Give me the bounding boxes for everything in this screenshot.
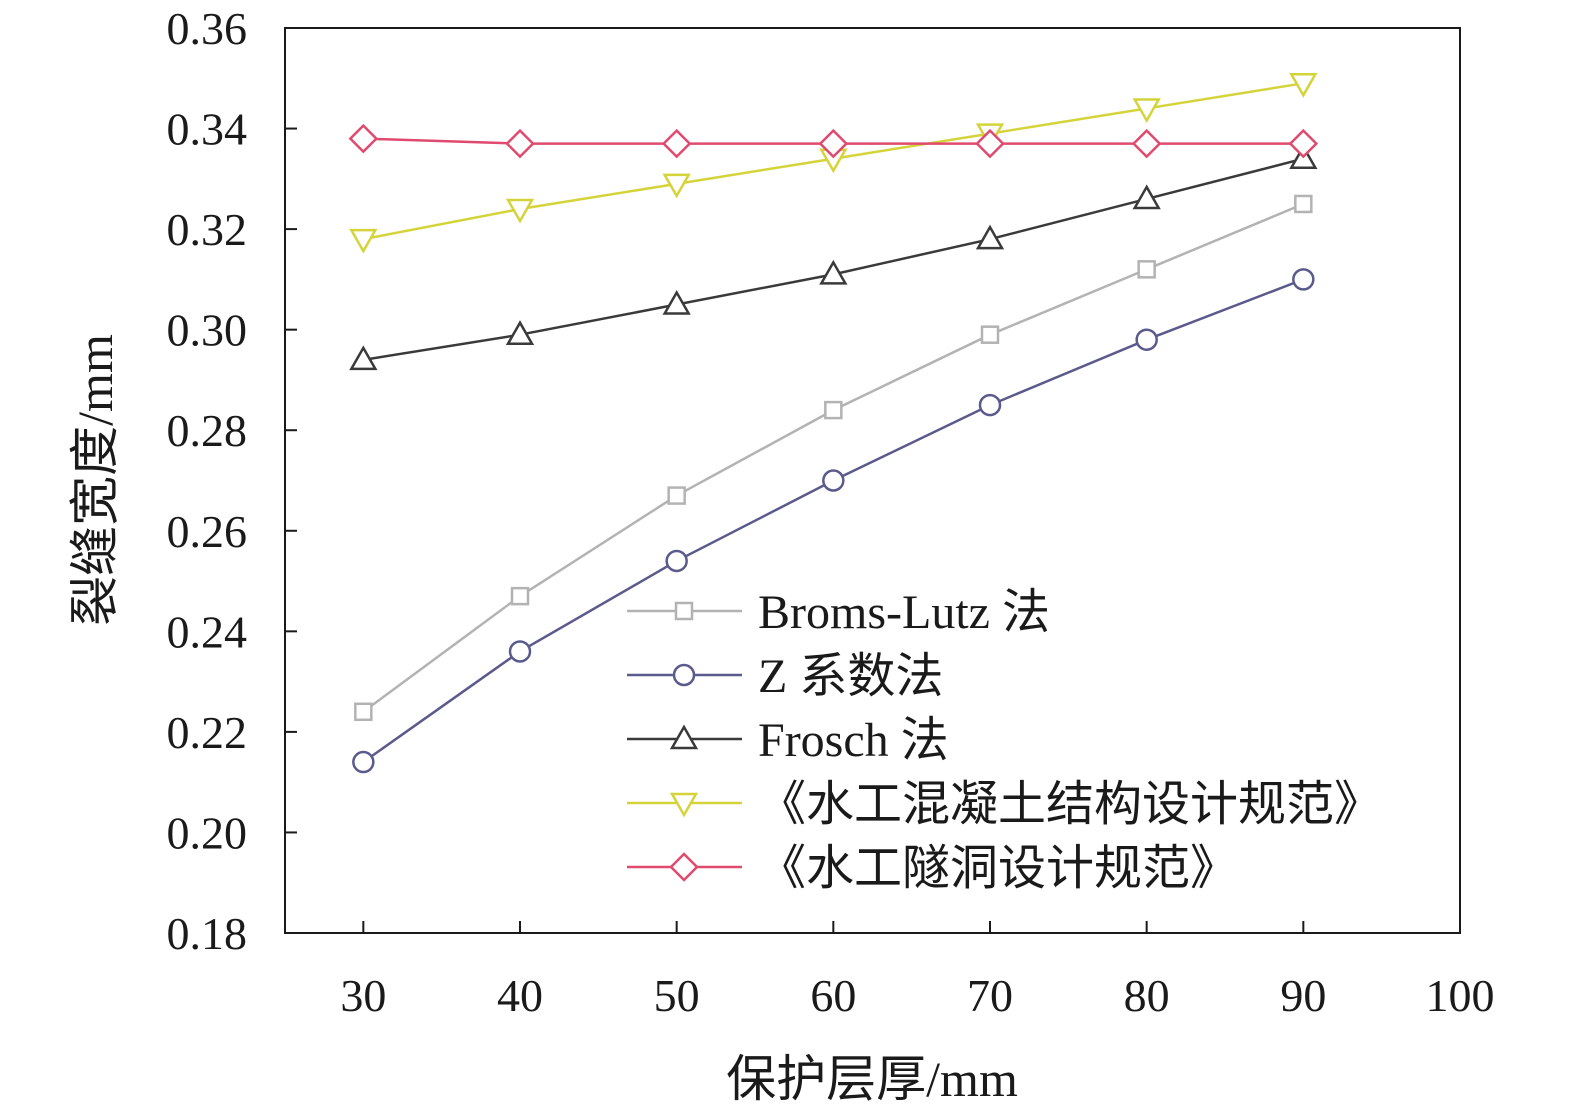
x-tick-label: 50: [654, 970, 700, 1021]
data-point: [824, 400, 843, 420]
series-line: [363, 157, 1304, 362]
legend-item: 《水工隧洞设计规范》: [627, 842, 1238, 895]
legend-marker: [669, 792, 699, 818]
legend-item: Broms-Lutz 法: [627, 586, 1050, 639]
legend-label: 《水工混凝土结构设计规范》: [758, 778, 1382, 831]
legend: Broms-Lutz 法 Z 系数法 Frosch 法《水工混凝土结构设计规范》《水…: [627, 586, 1382, 895]
series-2: [349, 144, 1318, 371]
data-point: [661, 128, 692, 159]
legend-label: Z 系数法: [758, 650, 943, 703]
data-point: [980, 325, 1000, 344]
data-point: [978, 393, 1002, 417]
y-axis-title: 裂缝宽度/mm: [67, 334, 123, 626]
legend-item: Z 系数法: [627, 650, 943, 703]
data-point: [508, 640, 532, 663]
data-point: [505, 128, 535, 159]
data-point: [975, 128, 1005, 159]
legend-item: 《水工混凝土结构设计规范》: [627, 778, 1382, 831]
data-point: [349, 228, 378, 254]
data-point: [1288, 128, 1319, 159]
y-tick-label: 0.36: [167, 3, 248, 54]
x-tick-label: 40: [497, 970, 543, 1021]
data-point: [665, 549, 688, 573]
data-point: [349, 345, 378, 371]
y-tick-label: 0.20: [167, 807, 248, 858]
plot-frame: [284, 27, 1461, 934]
x-tick-label: 90: [1280, 970, 1326, 1021]
data-point: [1137, 260, 1156, 279]
series-1: [352, 268, 1315, 774]
x-tick-label: 30: [340, 970, 386, 1021]
y-tick-label: 0.26: [167, 506, 248, 557]
x-tick-label: 100: [1426, 970, 1495, 1021]
legend-label: 《水工隧洞设计规范》: [758, 842, 1238, 895]
y-tick-label: 0.34: [167, 104, 248, 155]
x-tick-label: 80: [1124, 970, 1170, 1021]
y-tick-label: 0.18: [167, 908, 248, 959]
series-0: [354, 194, 1313, 722]
data-point: [1289, 73, 1318, 98]
data-point: [352, 750, 375, 774]
data-point: [667, 486, 686, 505]
legend-label: Broms-Lutz 法: [758, 586, 1050, 639]
legend-marker: [669, 852, 699, 882]
series-4: [348, 123, 1319, 159]
x-tick-label: 70: [967, 970, 1013, 1021]
data-point: [505, 198, 535, 224]
data-point: [1132, 98, 1161, 123]
legend-marker: [672, 663, 696, 687]
x-axis-title: 保护层厚/mm: [726, 1051, 1018, 1107]
y-tick-label: 0.32: [167, 204, 248, 255]
data-point: [662, 173, 691, 199]
series-3: [349, 73, 1318, 254]
data-point: [354, 702, 373, 722]
y-axis: 0.18 0.20 0.22 0.24 0.26 0.28 0.30 0.32 0.34 0.36: [167, 3, 297, 959]
y-tick-label: 0.24: [167, 606, 248, 657]
data-point: [1294, 194, 1313, 214]
legend-marker: [674, 601, 694, 621]
data-point: [505, 320, 535, 345]
data-point: [1131, 128, 1162, 159]
y-tick-label: 0.30: [167, 305, 248, 356]
legend-item: Frosch 法: [627, 714, 949, 767]
x-axis: 30 40 50 60 70 80 90 100: [340, 921, 1495, 1021]
legend-marker: [669, 724, 699, 750]
series-layer: [348, 73, 1319, 774]
legend-label: Frosch 法: [758, 714, 949, 767]
x-tick-label: 60: [810, 970, 856, 1021]
data-point: [819, 259, 848, 285]
data-point: [348, 123, 379, 154]
y-tick-label: 0.28: [167, 405, 248, 456]
data-point: [822, 469, 845, 492]
data-point: [1292, 268, 1315, 291]
data-point: [1132, 184, 1161, 210]
data-point: [975, 224, 1005, 250]
data-point: [1135, 328, 1158, 351]
data-point: [818, 128, 849, 159]
y-tick-label: 0.22: [167, 707, 248, 758]
data-point: [662, 290, 691, 315]
data-point: [510, 586, 530, 606]
